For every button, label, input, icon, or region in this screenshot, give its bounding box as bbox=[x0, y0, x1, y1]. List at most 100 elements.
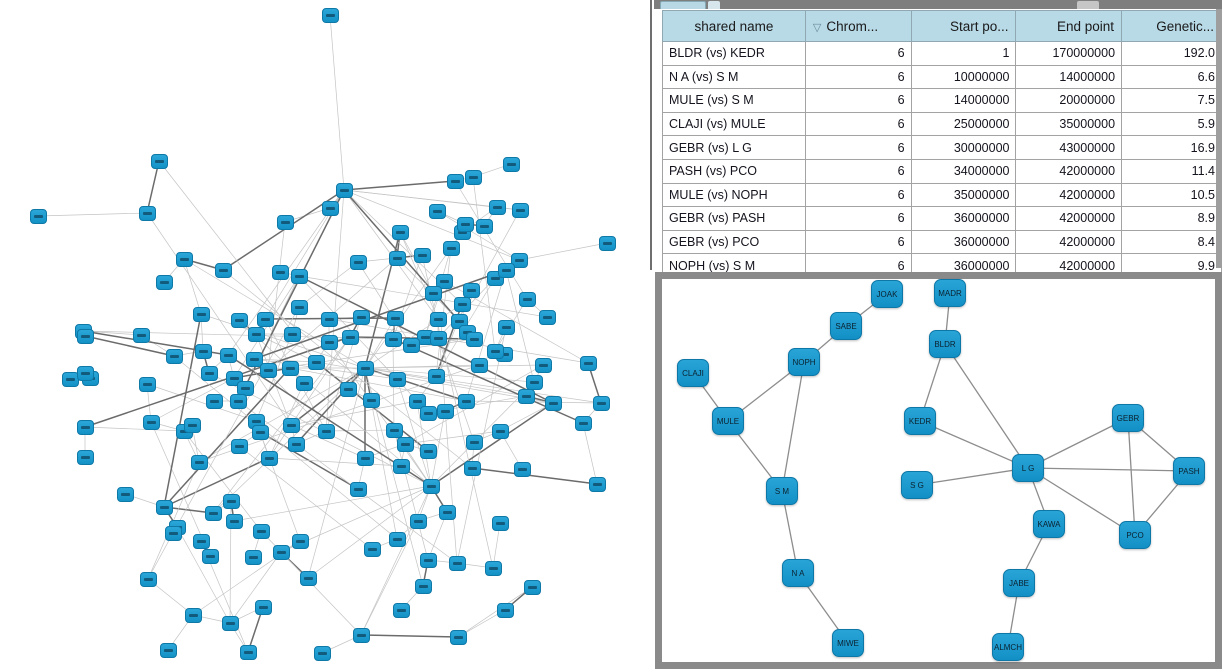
overview-node[interactable] bbox=[420, 553, 437, 568]
overview-node[interactable] bbox=[288, 437, 305, 452]
overview-node[interactable] bbox=[30, 209, 47, 224]
network-node-S_G[interactable]: S G bbox=[901, 471, 933, 499]
overview-node[interactable] bbox=[205, 506, 222, 521]
overview-node[interactable] bbox=[575, 416, 592, 431]
overview-node[interactable] bbox=[410, 514, 427, 529]
overview-node[interactable] bbox=[77, 420, 94, 435]
overview-node[interactable] bbox=[524, 580, 541, 595]
overview-node[interactable] bbox=[342, 330, 359, 345]
overview-node[interactable] bbox=[220, 348, 237, 363]
overview-node[interactable] bbox=[321, 312, 338, 327]
overview-node[interactable] bbox=[252, 425, 269, 440]
overview-node[interactable] bbox=[133, 328, 150, 343]
overview-node[interactable] bbox=[458, 394, 475, 409]
network-node-JOAK[interactable]: JOAK bbox=[871, 280, 903, 308]
overview-node[interactable] bbox=[497, 603, 514, 618]
column-header-3[interactable]: End point bbox=[1015, 10, 1123, 42]
network-node-GEBR[interactable]: GEBR bbox=[1112, 404, 1144, 432]
network-node-PASH[interactable]: PASH bbox=[1173, 457, 1205, 485]
overview-node[interactable] bbox=[430, 312, 447, 327]
table-row[interactable]: GEBR (vs) PCO 6 36000000 42000000 8.4 bbox=[662, 229, 1222, 255]
overview-node[interactable] bbox=[430, 331, 447, 346]
overview-node[interactable] bbox=[539, 310, 556, 325]
network-node-MIWE[interactable]: MIWE bbox=[832, 629, 864, 657]
overview-node[interactable] bbox=[393, 603, 410, 618]
overview-node[interactable] bbox=[409, 394, 426, 409]
overview-node[interactable] bbox=[386, 423, 403, 438]
overview-node[interactable] bbox=[223, 494, 240, 509]
vertical-scrollbar-track[interactable] bbox=[1216, 9, 1222, 268]
overview-node[interactable] bbox=[283, 418, 300, 433]
overview-node[interactable] bbox=[191, 455, 208, 470]
overview-node[interactable] bbox=[364, 542, 381, 557]
overview-node[interactable] bbox=[340, 382, 357, 397]
overview-node[interactable] bbox=[385, 332, 402, 347]
overview-node[interactable] bbox=[139, 377, 156, 392]
overview-node[interactable] bbox=[231, 313, 248, 328]
network-node-L_G[interactable]: L G bbox=[1012, 454, 1044, 482]
network-node-JABE[interactable]: JABE bbox=[1003, 569, 1035, 597]
overview-node[interactable] bbox=[261, 451, 278, 466]
overview-node[interactable] bbox=[476, 219, 493, 234]
table-row[interactable]: BLDR (vs) KEDR 6 1 170000000 192.0 bbox=[662, 41, 1222, 66]
column-header-1[interactable]: ▽ Chrom... bbox=[804, 10, 912, 42]
overview-node[interactable] bbox=[226, 514, 243, 529]
overview-node[interactable] bbox=[245, 550, 262, 565]
overview-node[interactable] bbox=[466, 332, 483, 347]
overview-node[interactable] bbox=[425, 286, 442, 301]
overview-node[interactable] bbox=[489, 200, 506, 215]
overview-node[interactable] bbox=[282, 361, 299, 376]
overview-node[interactable] bbox=[300, 571, 317, 586]
network-node-BLDR[interactable]: BLDR bbox=[929, 330, 961, 358]
network-node-SABE[interactable]: SABE bbox=[830, 312, 862, 340]
overview-node[interactable] bbox=[292, 534, 309, 549]
overview-node[interactable] bbox=[284, 327, 301, 342]
overview-node[interactable] bbox=[471, 358, 488, 373]
overview-node[interactable] bbox=[443, 241, 460, 256]
network-node-NOPH[interactable]: NOPH bbox=[788, 348, 820, 376]
overview-node[interactable] bbox=[403, 338, 420, 353]
overview-node[interactable] bbox=[417, 330, 434, 345]
overview-node[interactable] bbox=[322, 201, 339, 216]
overview-node[interactable] bbox=[465, 170, 482, 185]
overview-node[interactable] bbox=[151, 154, 168, 169]
overview-node[interactable] bbox=[231, 439, 248, 454]
overview-node[interactable] bbox=[166, 349, 183, 364]
overview-node[interactable] bbox=[62, 372, 79, 387]
overview-node[interactable] bbox=[272, 265, 289, 280]
overview-node[interactable] bbox=[487, 344, 504, 359]
overview-node[interactable] bbox=[193, 534, 210, 549]
overview-node[interactable] bbox=[439, 505, 456, 520]
overview-node[interactable] bbox=[389, 251, 406, 266]
overview-node[interactable] bbox=[321, 335, 338, 350]
filter-icon[interactable]: ▽ bbox=[812, 21, 822, 34]
overview-node[interactable] bbox=[185, 608, 202, 623]
overview-node[interactable] bbox=[363, 393, 380, 408]
overview-node[interactable] bbox=[77, 366, 94, 381]
overview-node[interactable] bbox=[454, 297, 471, 312]
overview-node[interactable] bbox=[498, 320, 515, 335]
overview-node[interactable] bbox=[140, 572, 157, 587]
overview-node[interactable] bbox=[176, 252, 193, 267]
overview-node[interactable] bbox=[357, 451, 374, 466]
overview-node[interactable] bbox=[246, 352, 263, 367]
overview-node[interactable] bbox=[420, 406, 437, 421]
overview-node[interactable] bbox=[322, 8, 339, 23]
overview-node[interactable] bbox=[514, 462, 531, 477]
overview-node[interactable] bbox=[296, 376, 313, 391]
network-node-ALMCH[interactable]: ALMCH bbox=[992, 633, 1024, 661]
overview-node[interactable] bbox=[277, 215, 294, 230]
overview-node[interactable] bbox=[518, 389, 535, 404]
overview-node[interactable] bbox=[77, 450, 94, 465]
overview-node[interactable] bbox=[503, 157, 520, 172]
overview-node[interactable] bbox=[117, 487, 134, 502]
overview-node[interactable] bbox=[353, 628, 370, 643]
overview-node[interactable] bbox=[202, 549, 219, 564]
table-row[interactable]: N A (vs) S M 6 10000000 14000000 6.6 bbox=[662, 64, 1222, 90]
overview-node[interactable] bbox=[389, 532, 406, 547]
overview-node[interactable] bbox=[257, 312, 274, 327]
overview-node[interactable] bbox=[143, 415, 160, 430]
overview-node[interactable] bbox=[195, 344, 212, 359]
overview-node[interactable] bbox=[447, 174, 464, 189]
overview-node[interactable] bbox=[464, 461, 481, 476]
